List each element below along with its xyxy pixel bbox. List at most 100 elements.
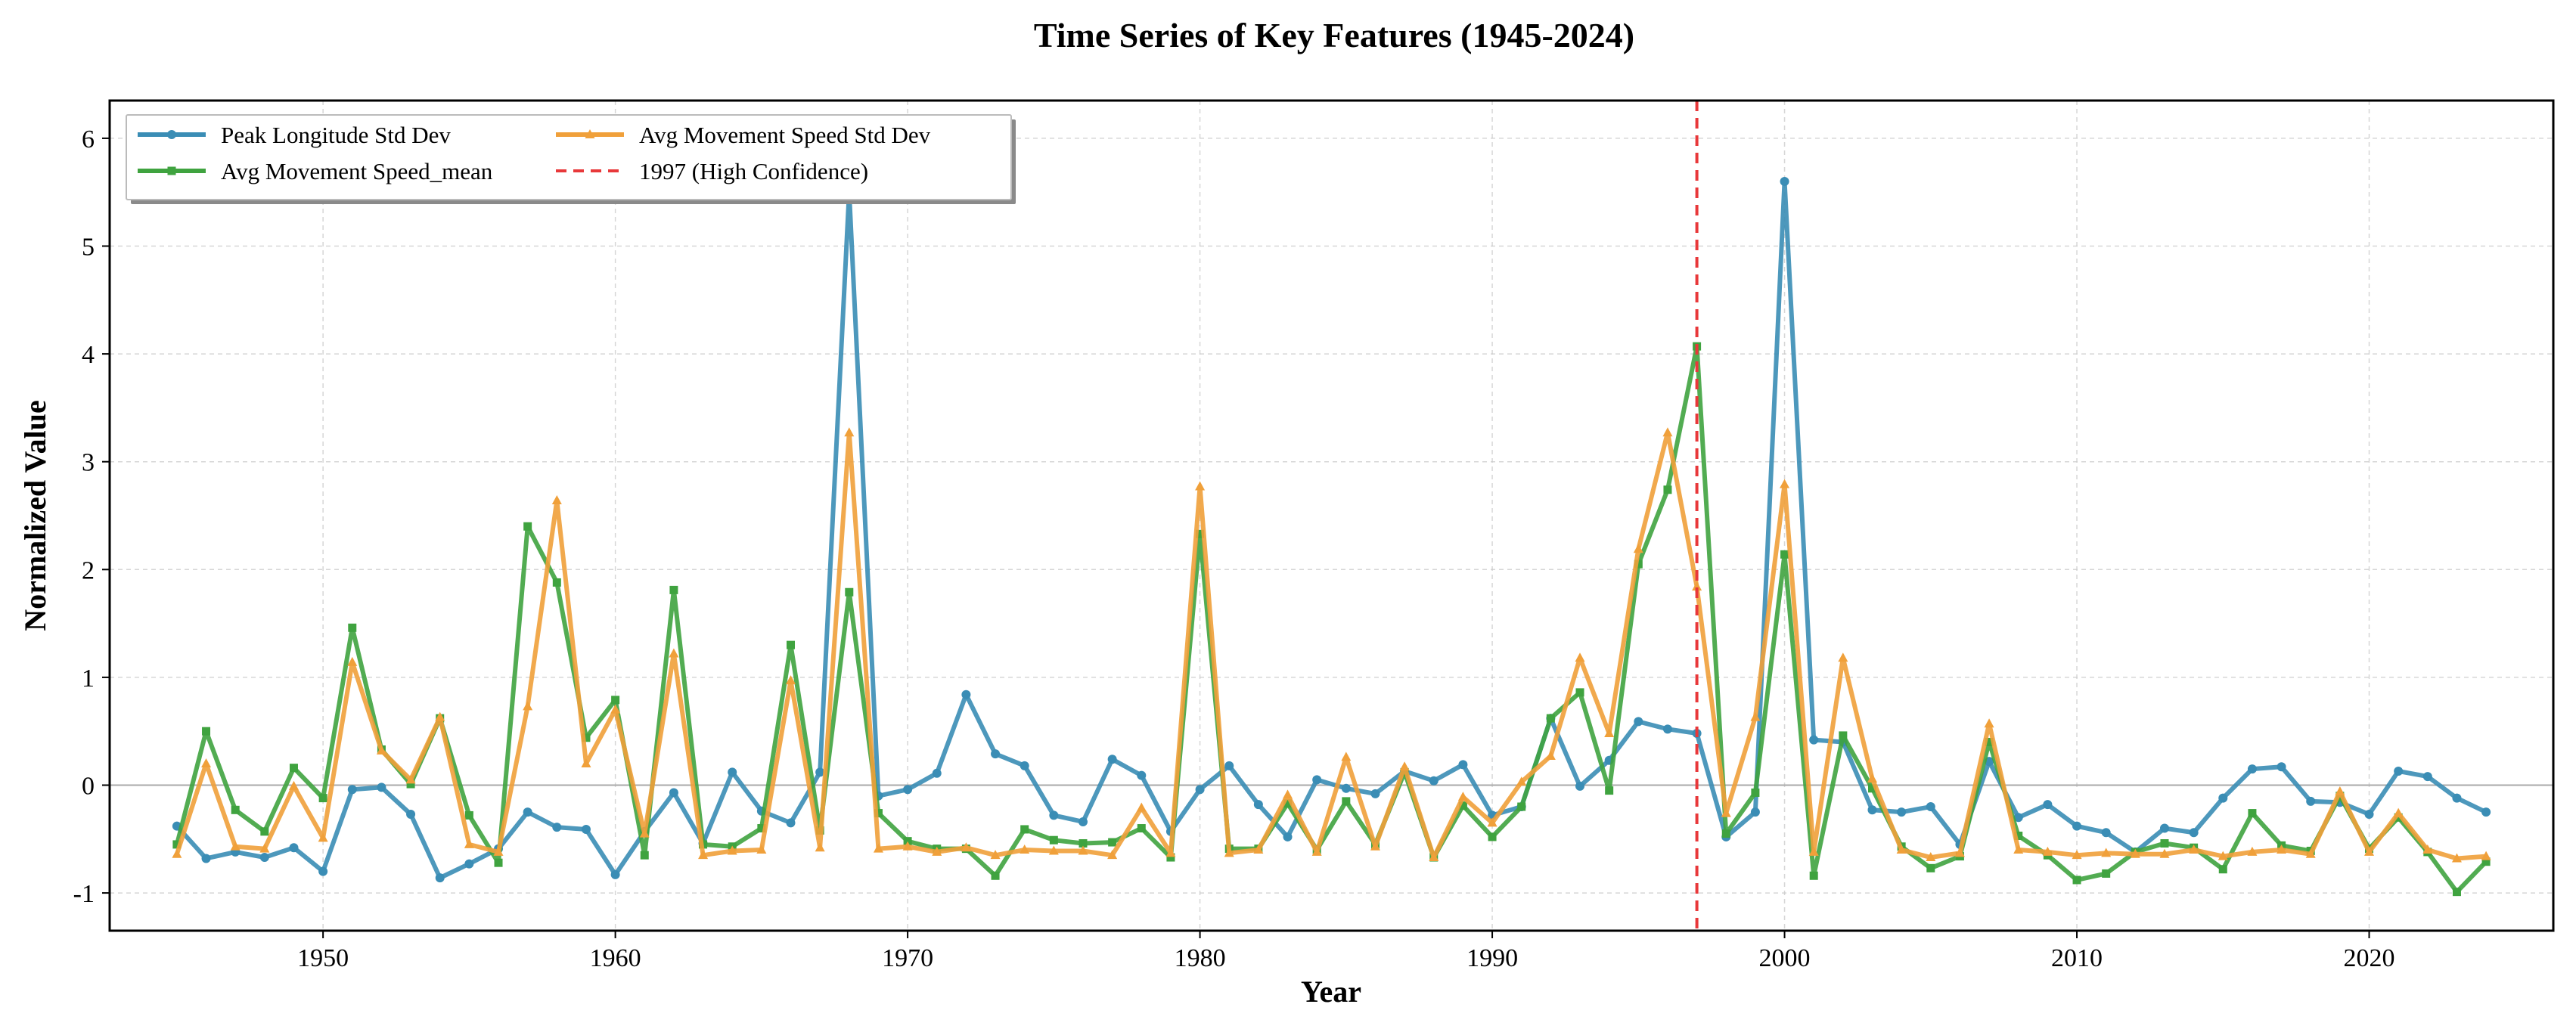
data-point	[259, 853, 269, 863]
data-point	[1136, 802, 1147, 812]
data-point	[2013, 845, 2024, 854]
data-point	[1605, 786, 1614, 795]
series-line	[175, 430, 2487, 861]
legend-label: 1997 (High Confidence)	[639, 158, 868, 184]
data-point	[230, 841, 241, 851]
data-point	[2394, 766, 2404, 776]
y-tick-label: 5	[82, 234, 95, 262]
data-point	[2189, 845, 2199, 854]
data-point	[172, 840, 182, 849]
data-point	[1020, 845, 1030, 854]
series-2	[172, 342, 2491, 897]
series-1	[172, 176, 2491, 883]
x-tick-label: 2010	[2051, 944, 2103, 972]
data-point	[259, 843, 270, 853]
legend-item-3: Avg Movement Speed Std Dev	[556, 122, 931, 148]
data-point	[1575, 688, 1584, 697]
data-point	[1634, 559, 1643, 569]
data-point	[318, 832, 328, 842]
x-tick-label: 2000	[1759, 944, 1811, 972]
data-point	[2072, 821, 2082, 831]
data-point	[1926, 863, 1935, 872]
data-point	[1107, 755, 1117, 764]
data-point	[787, 640, 796, 649]
y-axis-label: Normalized Value	[18, 400, 52, 631]
legend-item-1: Peak Longitude Std Dev	[138, 122, 451, 148]
data-point	[1429, 852, 1439, 862]
data-point	[1283, 799, 1293, 808]
data-point	[1985, 737, 1994, 746]
data-point	[669, 585, 678, 594]
data-point	[1663, 485, 1672, 494]
legend: Peak Longitude Std Dev Avg Movement Speed…	[126, 114, 1016, 204]
data-point	[2013, 813, 2023, 823]
data-point	[1516, 776, 1527, 786]
data-point	[435, 711, 445, 721]
data-point	[1517, 802, 1526, 811]
data-point	[1809, 871, 1818, 880]
data-point	[610, 869, 620, 879]
legend-label: Avg Movement Speed_mean	[221, 158, 493, 184]
data-point	[2305, 848, 2316, 858]
data-point	[2277, 845, 2287, 854]
legend-marker	[167, 130, 176, 139]
data-point	[1457, 792, 1468, 801]
data-point	[2364, 809, 2374, 819]
data-point	[2452, 888, 2461, 897]
data-point	[1458, 760, 1468, 770]
chart-title: Time Series of Key Features (1945-2024)	[1034, 16, 1634, 54]
data-point	[2335, 786, 2345, 796]
data-point	[2247, 846, 2258, 856]
series-line	[174, 344, 2488, 894]
data-point	[201, 854, 211, 863]
data-point	[1780, 176, 1789, 186]
data-point	[902, 841, 913, 851]
data-point	[1692, 581, 1702, 591]
data-point	[1165, 848, 1176, 857]
data-point	[2364, 846, 2375, 856]
data-point	[1049, 810, 1059, 820]
data-point	[435, 873, 445, 883]
data-point	[728, 767, 737, 777]
series-layer	[172, 176, 2491, 897]
data-point	[1020, 761, 1029, 770]
data-point	[1662, 724, 1672, 734]
data-point	[1546, 714, 1555, 723]
data-point	[1721, 807, 1731, 817]
data-point	[669, 648, 679, 658]
data-point	[581, 758, 591, 767]
data-point	[757, 824, 766, 833]
data-point	[611, 696, 620, 705]
data-point	[201, 758, 212, 767]
data-point	[1195, 481, 1206, 491]
data-point	[1312, 775, 1322, 785]
data-point	[1662, 427, 1673, 437]
data-point	[1079, 838, 1088, 848]
data-point	[347, 656, 358, 666]
data-point	[552, 823, 562, 832]
data-point	[1078, 817, 1088, 826]
data-point	[2452, 793, 2462, 803]
data-point	[990, 850, 1001, 860]
data-point	[231, 805, 240, 814]
y-axis-ticks: -1 0 1 2 3 4 5 6	[73, 126, 110, 908]
x-tick-label: 1980	[1175, 944, 1226, 972]
data-point	[1020, 825, 1029, 834]
data-point	[1488, 832, 1497, 841]
data-point	[552, 578, 561, 587]
data-point	[844, 427, 855, 437]
data-point	[1838, 652, 1848, 662]
data-point	[2248, 809, 2257, 818]
data-point	[1224, 761, 1234, 770]
data-point	[2101, 828, 2111, 838]
data-point	[2422, 845, 2433, 854]
data-point	[2101, 848, 2112, 857]
data-point	[2160, 838, 2169, 848]
data-point	[464, 859, 474, 869]
data-point	[1926, 852, 1936, 862]
y-tick-label: 6	[82, 126, 95, 153]
data-point	[991, 871, 1000, 880]
data-point	[2130, 848, 2140, 858]
data-point	[464, 810, 473, 820]
